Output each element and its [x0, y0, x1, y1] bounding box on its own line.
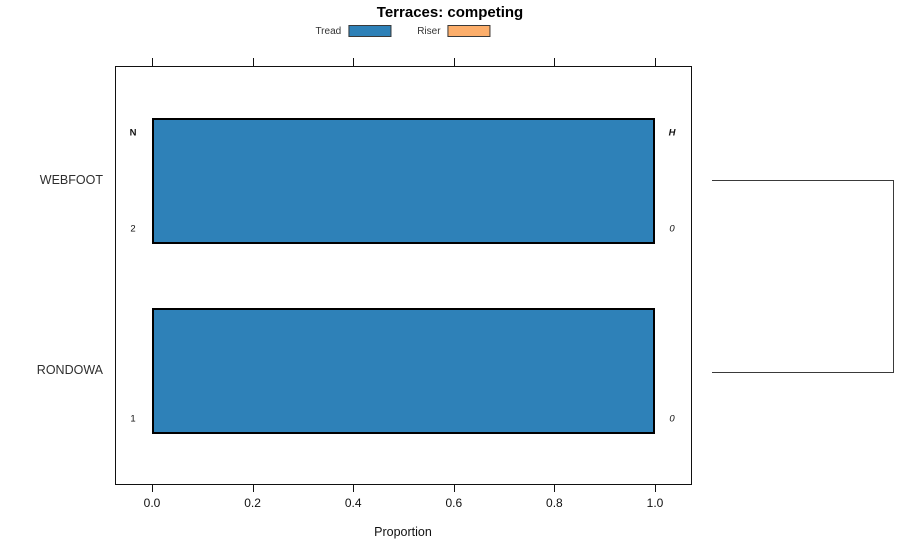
legend-label: Tread [315, 25, 342, 37]
x-axis-tick-top [453, 58, 455, 66]
x-axis-tick-bottom [152, 485, 153, 492]
x-axis-tick-top [655, 58, 656, 66]
legend-swatch-tread [348, 25, 392, 37]
x-axis-tick-bottom [453, 485, 455, 492]
bracket-vertical-line [893, 180, 894, 373]
x-axis-tick-label: 0.8 [546, 496, 563, 510]
x-axis-tick-label: 0.0 [143, 496, 161, 510]
x-axis-tick-bottom [353, 485, 355, 492]
bracket-top-line [712, 180, 894, 181]
x-axis-label: Proportion [374, 525, 432, 539]
legend-entry-tread: Tread [315, 25, 392, 37]
chart-title: Terraces: competing [376, 4, 524, 21]
x-axis-tick-top [252, 58, 254, 66]
annotation-webfoot-right-top: H [668, 127, 676, 139]
x-axis-tick-bottom [252, 485, 254, 492]
legend-entry-riser: Riser [417, 25, 491, 37]
annotation-rondowa-right-bottom: 0 [669, 413, 675, 425]
x-axis-tick-bottom [554, 485, 556, 492]
bracket-bottom-line [712, 372, 894, 373]
x-axis-tick-label: 0.4 [344, 496, 362, 510]
x-axis-tick-label: 0.6 [445, 496, 463, 510]
x-axis-tick-label: 1.0 [646, 496, 664, 510]
y-axis-label-rondowa: RONDOWA [36, 363, 103, 377]
annotation-webfoot-left-bottom: 2 [130, 223, 136, 235]
x-axis-tick-top [353, 58, 355, 66]
x-axis-tick-top [554, 58, 556, 66]
x-axis-tick-top [152, 58, 153, 66]
legend-label: Riser [417, 25, 441, 37]
y-axis-label-webfoot: WEBFOOT [39, 173, 103, 187]
annotation-webfoot-right-bottom: 0 [669, 223, 675, 235]
x-axis-tick-label: 0.2 [244, 496, 261, 510]
annotation-rondowa-left-bottom: 1 [130, 413, 136, 425]
legend-swatch-riser [447, 25, 491, 37]
annotation-webfoot-left-top: N [129, 127, 137, 139]
bar-webfoot-tread [152, 118, 655, 244]
bar-rondowa-tread [152, 308, 655, 434]
x-axis-tick-bottom [655, 485, 656, 492]
legend: Tread Riser [315, 25, 491, 37]
